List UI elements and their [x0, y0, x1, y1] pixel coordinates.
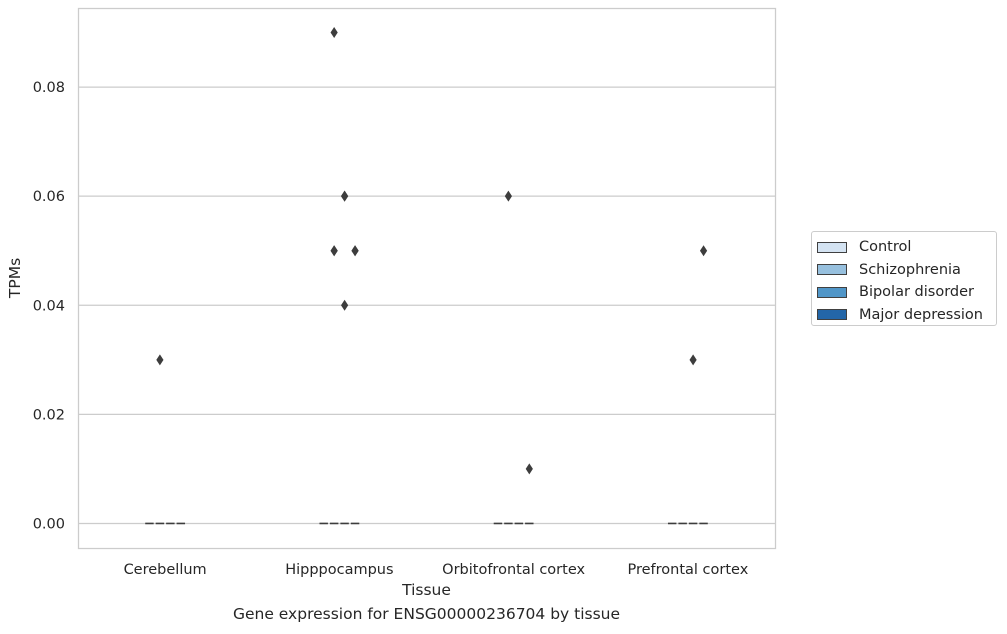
legend-label: Major depression — [859, 306, 983, 323]
legend-label: Schizophrenia — [859, 261, 961, 278]
y-axis-label: TPMs — [6, 258, 24, 299]
legend-swatch — [817, 241, 847, 253]
legend-swatch — [817, 286, 847, 298]
x-tick-label: Prefrontal cortex — [627, 562, 748, 578]
legend-item: Control — [817, 236, 996, 259]
outlier-point — [330, 27, 338, 39]
x-tick-label: Orbitofrontal cortex — [442, 562, 585, 578]
legend-label: Bipolar disorder — [859, 284, 974, 301]
y-tick-label: 0.06 — [33, 189, 65, 205]
outlier-point — [504, 190, 512, 202]
x-axis-label: Tissue — [401, 581, 451, 599]
y-tick-label: 0.08 — [33, 80, 65, 96]
x-tick-labels: Cerebellum Hipppocampus Orbitofrontal cort… — [124, 562, 749, 578]
legend-item: Bipolar disorder — [817, 281, 996, 304]
x-tick-label: Cerebellum — [124, 562, 207, 578]
legend-label: Control — [859, 239, 912, 256]
gridlines — [78, 86, 775, 525]
outlier-point — [689, 354, 697, 366]
plot-frame — [77, 7, 777, 550]
y-tick-labels: 0.00 0.02 0.04 0.06 0.08 — [33, 80, 65, 532]
legend-item: Major depression — [817, 304, 996, 327]
outlier-point — [156, 354, 164, 366]
outlier-point — [351, 245, 359, 257]
outlier-points — [156, 27, 708, 475]
chart-caption: Gene expression for ENSG00000236704 by t… — [232, 605, 621, 623]
y-tick-label: 0.00 — [33, 516, 65, 532]
legend-swatch — [817, 264, 847, 276]
outlier-point — [699, 245, 708, 257]
outlier-point — [525, 463, 533, 475]
legend: Control Schizophrenia Bipolar disorder Majo… — [811, 231, 997, 326]
y-tick-label: 0.04 — [33, 298, 65, 314]
y-tick-label: 0.02 — [33, 407, 65, 423]
legend-swatch — [817, 309, 847, 321]
x-tick-label: Hipppocampus — [285, 562, 393, 578]
outlier-point — [330, 245, 338, 257]
outlier-point — [341, 299, 349, 311]
legend-item: Schizophrenia — [817, 259, 996, 282]
outlier-point — [341, 190, 349, 202]
